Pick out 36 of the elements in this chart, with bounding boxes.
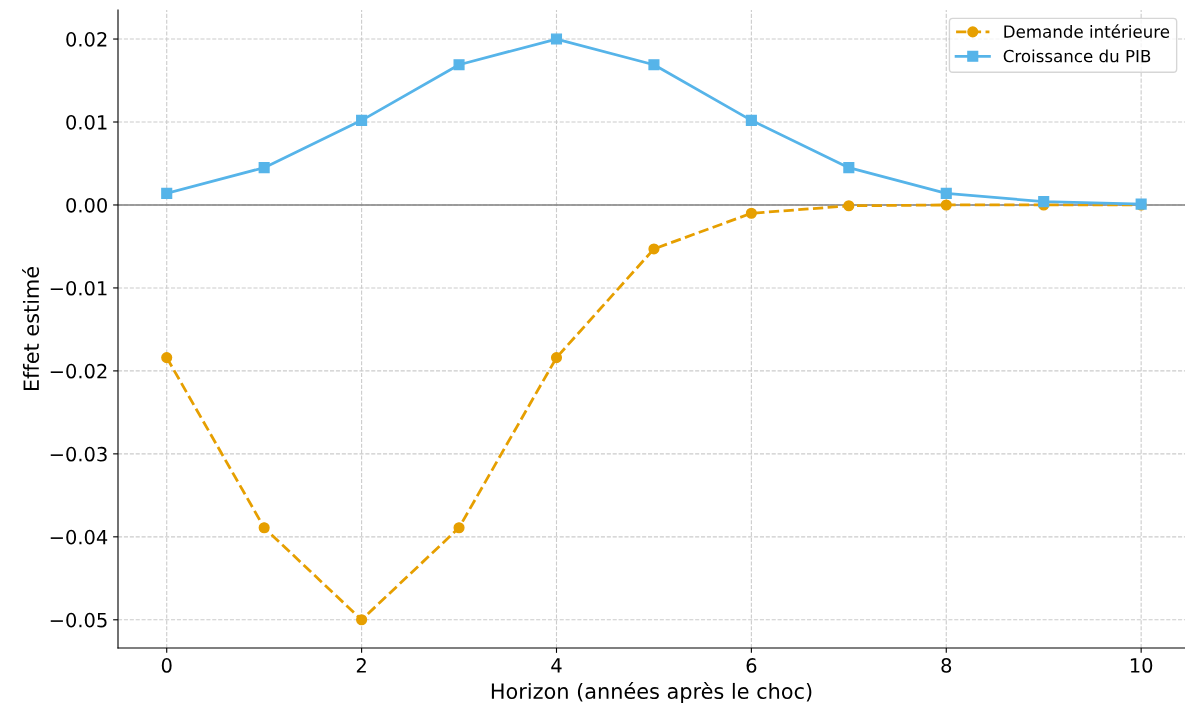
point [453, 59, 465, 71]
y-tick-label: −0.02 [50, 363, 107, 379]
point [648, 243, 660, 255]
point [843, 200, 855, 212]
point [453, 522, 465, 534]
y-tick-label: 0.02 [66, 31, 107, 47]
legend-label: Demande intérieure [1004, 24, 1170, 38]
point [843, 162, 855, 174]
x-tick-label: 4 [551, 658, 562, 673]
y-axis-title: Effet estimé [22, 267, 40, 391]
point [161, 187, 173, 199]
point [258, 162, 270, 174]
y-tick-label: −0.05 [50, 612, 107, 628]
point [940, 187, 952, 199]
point [258, 522, 270, 534]
x-tick-label: 2 [356, 658, 366, 673]
legend-label: Croissance du PIB [1003, 49, 1151, 63]
x-tick-label: 8 [941, 658, 952, 673]
y-tick-label: −0.03 [50, 446, 107, 462]
point [648, 59, 660, 71]
point [356, 614, 368, 626]
point [550, 352, 563, 364]
x-axis-title: Horizon (années après le choc) [491, 682, 812, 704]
point [745, 207, 757, 219]
point [940, 199, 952, 211]
y-tick-label: 0.00 [66, 197, 107, 213]
y-tick-label: −0.01 [50, 280, 107, 296]
y-tick-label: −0.04 [50, 529, 108, 545]
x-tick-label: 6 [746, 658, 757, 673]
point [550, 33, 563, 45]
point [161, 352, 173, 364]
point [356, 114, 368, 126]
y-tick-label: 0.01 [66, 114, 107, 130]
x-tick-label: 0 [161, 658, 172, 673]
point [745, 114, 757, 126]
x-tick-label: 10 [1130, 658, 1153, 673]
